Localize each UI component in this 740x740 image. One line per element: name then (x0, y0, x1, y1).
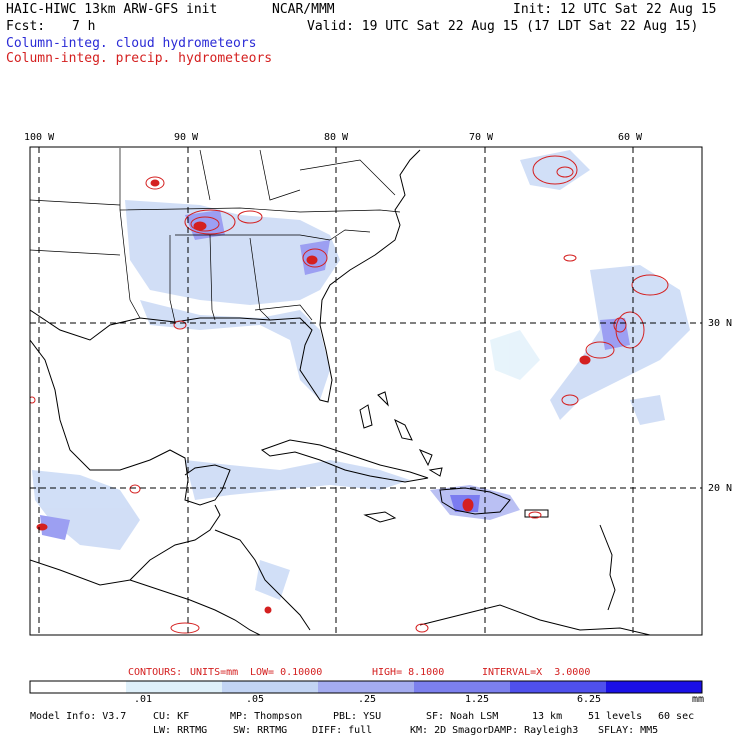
footer-resolution: 13 km (532, 711, 563, 722)
legend-cloud: Column-integ. cloud hydrometeors (6, 36, 257, 51)
colorbar-tick-1: .05 (246, 694, 265, 705)
colorbar-tick-4: 6.25 (577, 694, 602, 705)
footer-timestep: 60 sec (658, 711, 695, 722)
contours-interval: INTERVAL=X 3.0000 (482, 667, 591, 678)
footer-cu: CU: KF (153, 711, 190, 722)
colorbar-swatch (126, 681, 222, 693)
lon-label-60w: 60 W (618, 132, 643, 143)
footer-damp: DAMP: Rayleigh3 (488, 725, 579, 736)
precip-hydrometeor-contours (30, 155, 669, 634)
colorbar-swatch (222, 681, 318, 693)
cloud-hydrometeor-shading (32, 150, 690, 600)
fcst-value: 7 h (72, 19, 96, 34)
lat-label-30n: 30 N (708, 318, 733, 329)
fcst-label: Fcst: (6, 19, 46, 34)
footer-pbl: PBL: YSU (333, 711, 382, 722)
footer-sw: SW: RRTMG (233, 725, 288, 736)
legend-precip: Column-integ. precip. hydrometeors (6, 51, 273, 66)
map-area (30, 147, 702, 635)
contours-high: HIGH= 8.1000 (372, 667, 445, 678)
footer-levels: 51 levels (588, 711, 643, 722)
lon-label-100w: 100 W (24, 132, 55, 143)
footer-diff: DIFF: full (312, 725, 373, 736)
model-title: HAIC-HIWC 13km ARW-GFS init (6, 2, 218, 17)
graticule (30, 147, 702, 635)
footer-km: KM: 2D Smagor (410, 725, 489, 736)
coastlines (30, 148, 651, 635)
footer-sf: SF: Noah LSM (426, 711, 499, 722)
lon-label-80w: 80 W (324, 132, 349, 143)
footer-sflay: SFLAY: MM5 (598, 725, 659, 736)
lat-label-20n: 20 N (708, 483, 733, 494)
colorbar-frame (29, 680, 703, 694)
map-frame (29, 146, 703, 636)
org-label: NCAR/MMM (272, 2, 335, 17)
contours-label: CONTOURS: (128, 667, 183, 678)
colorbar-swatch (606, 681, 702, 693)
colorbar (29, 680, 703, 694)
colorbar-tick-2: .25 (358, 694, 377, 705)
contours-units: UNITS=mm (190, 667, 239, 678)
colorbar-unit: mm (692, 694, 705, 705)
lon-label-70w: 70 W (469, 132, 494, 143)
colorbar-swatch (510, 681, 606, 693)
init-time: Init: 12 UTC Sat 22 Aug 15 (513, 2, 717, 17)
colorbar-tick-0: .01 (134, 694, 153, 705)
contours-low: LOW= 0.10000 (250, 667, 323, 678)
colorbar-swatch (414, 681, 510, 693)
footer-lw: LW: RRTMG (153, 725, 208, 736)
lon-label-90w: 90 W (174, 132, 199, 143)
footer-model-info: Model Info: V3.7 (30, 711, 127, 722)
footer-mp: MP: Thompson (230, 711, 303, 722)
colorbar-swatch (318, 681, 414, 693)
colorbar-swatch (30, 681, 126, 693)
colorbar-tick-3: 1.25 (465, 694, 490, 705)
valid-time: Valid: 19 UTC Sat 22 Aug 15 (17 LDT Sat … (307, 19, 699, 34)
